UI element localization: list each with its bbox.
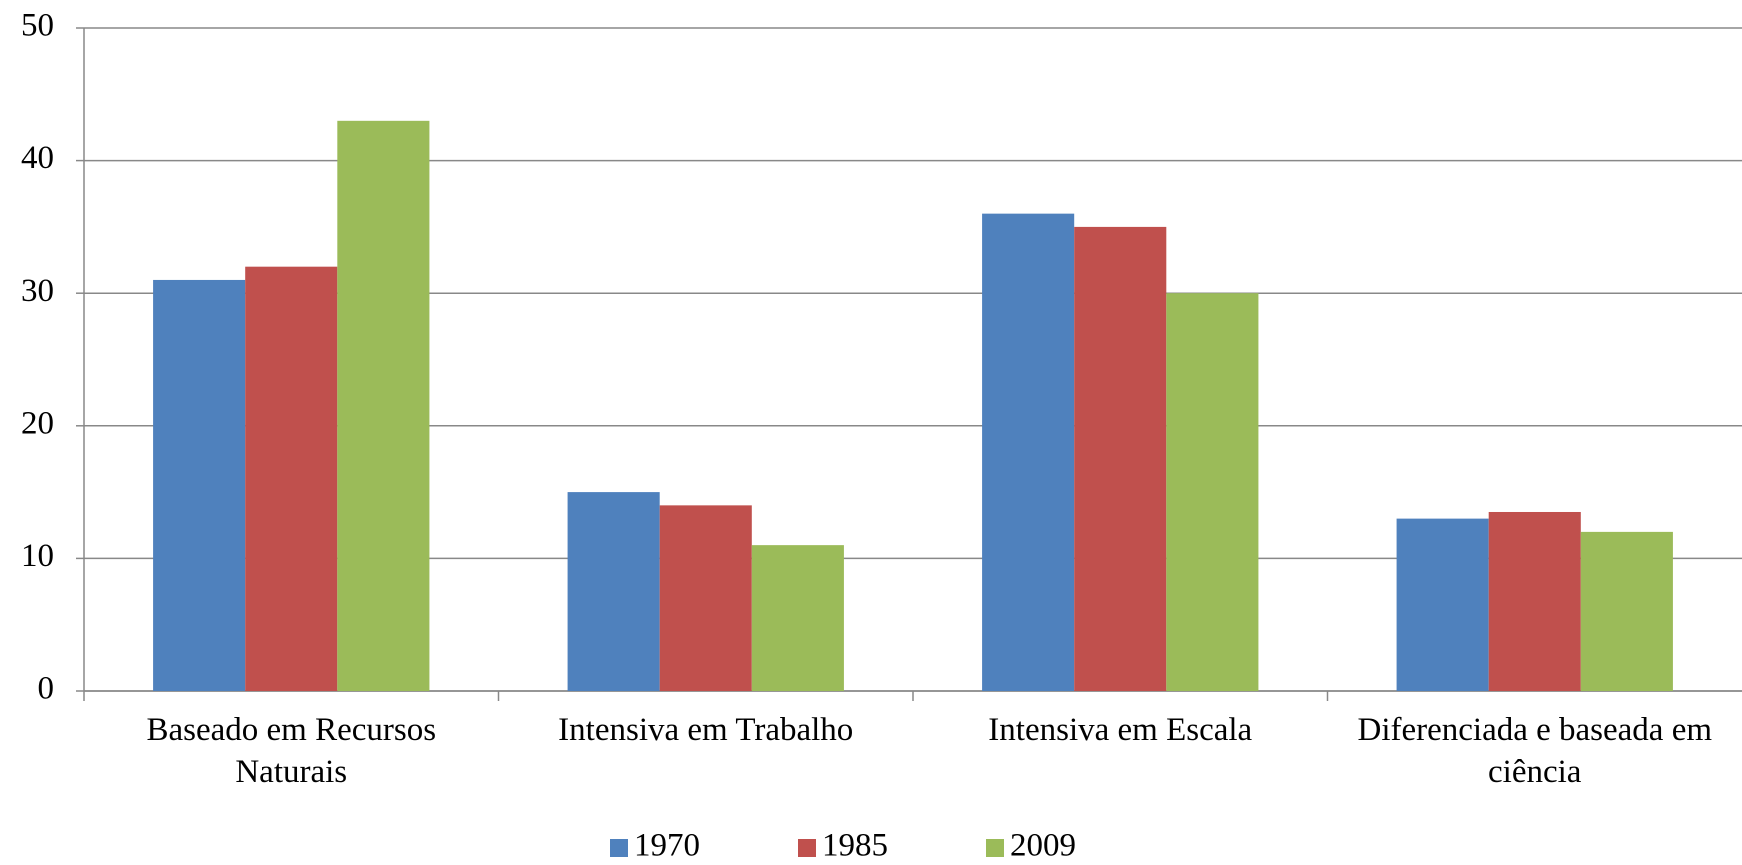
bar — [1166, 293, 1259, 691]
x-tick-label: Baseado em Recursos Naturais — [146, 712, 437, 790]
legend-swatch — [986, 839, 1004, 857]
y-tick-label: 30 — [21, 273, 54, 309]
bar — [659, 505, 752, 691]
legend-swatch — [798, 839, 816, 857]
bar — [751, 545, 844, 691]
x-tick-label: Diferenciada e baseada em ciência — [1357, 712, 1713, 790]
bar — [337, 120, 430, 691]
legend-label: 1985 — [822, 828, 888, 864]
bar — [153, 279, 246, 691]
bar — [1580, 531, 1673, 691]
legend-label: 2009 — [1010, 828, 1076, 864]
y-tick-label: 40 — [21, 140, 54, 176]
bar — [1396, 518, 1489, 691]
bar — [567, 492, 660, 691]
bar — [1488, 511, 1581, 691]
bar — [1074, 226, 1167, 691]
x-tick-label: Intensiva em Escala — [988, 712, 1253, 748]
y-tick-label: 0 — [38, 671, 55, 707]
y-tick-label: 50 — [21, 8, 54, 44]
bar — [245, 266, 338, 691]
bar — [982, 213, 1075, 691]
legend-swatch — [610, 839, 628, 857]
y-tick-label: 20 — [21, 405, 54, 441]
legend-label: 1970 — [634, 828, 700, 864]
y-tick-label: 10 — [21, 538, 54, 574]
x-tick-label: Intensiva em Trabalho — [558, 712, 854, 748]
